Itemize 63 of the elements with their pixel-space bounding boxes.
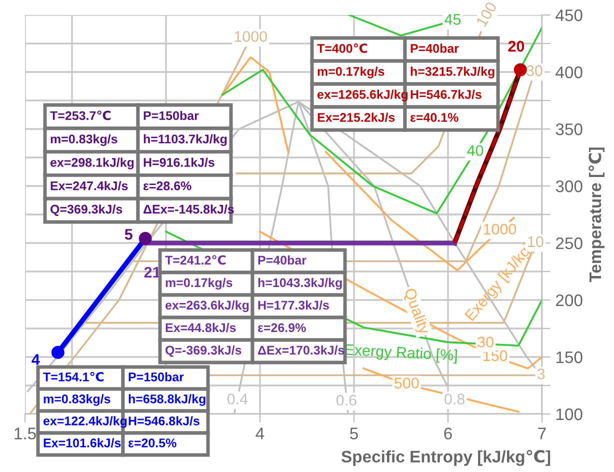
annotation: 5 xyxy=(124,229,132,240)
y-tick-label: 450 xyxy=(556,9,582,22)
y-tick-label: 200 xyxy=(556,294,582,306)
text: Ex=101.6kJ/s xyxy=(44,438,121,448)
text: ε=20.5% xyxy=(128,438,176,448)
y-tick-label: 100 xyxy=(556,408,582,420)
annotation: Ex=215.2kJ/s xyxy=(318,112,395,122)
annotation: m=0.83kg/s xyxy=(44,394,110,406)
annotation: 30 xyxy=(526,65,542,76)
annotation: T=400℃ xyxy=(317,43,368,53)
x-tick-label: 5 xyxy=(350,428,358,440)
x-tick-label: 4 xyxy=(256,428,264,440)
annotation: P=150bar xyxy=(144,110,199,120)
x-tick-label: 6 xyxy=(444,428,452,440)
annotation: ex=1265.6kJ/kg xyxy=(317,90,408,102)
annotation: ε=28.6% xyxy=(143,181,192,190)
annotation: 20 xyxy=(508,40,524,52)
annotation: 30 xyxy=(478,336,494,348)
annotation: 1000 xyxy=(484,224,516,235)
annotation: H=177.3kJ/s xyxy=(258,300,329,310)
annotation: Ex=247.4kJ/s xyxy=(50,181,128,190)
text: H=546.8kJ/s xyxy=(128,416,200,426)
annotation: h=1043.3kJ/kg xyxy=(258,278,342,290)
annotation: 40 xyxy=(467,145,484,156)
annotation: P=40bar xyxy=(410,44,459,53)
annotation: T=241.2℃ xyxy=(165,255,226,265)
annotation: 21 xyxy=(144,266,160,278)
x-tick-label: 1.5 xyxy=(14,428,36,440)
annotation: T=154.1℃ xyxy=(43,372,104,382)
annotation: 100 xyxy=(476,1,498,28)
y-tick-label: 400 xyxy=(556,66,582,78)
annotation: Quality xyxy=(401,287,431,336)
annotation: H=916.1kJ/s xyxy=(144,158,214,167)
y-tick-label: 250 xyxy=(556,237,582,250)
annotation: 45 xyxy=(444,14,461,25)
annotation: P=150bar xyxy=(128,372,184,382)
annotation: h=658.8kJ/kg xyxy=(128,394,206,406)
annotation: m=0.17kg/s xyxy=(166,278,232,290)
annotation: T=253.7℃ xyxy=(50,110,111,120)
y-axis-title: Temperature [℃] xyxy=(588,148,604,282)
annotation: H=546.7kJ/s xyxy=(410,90,482,99)
annotation: h=3215.7kJ/kg xyxy=(410,66,494,78)
annotation: ε=40.1% xyxy=(410,113,458,122)
y-tick-label: 150 xyxy=(556,351,582,364)
annotation: Q=-369.3kJ/s xyxy=(166,345,242,357)
annotation: ex=263.6kJ/kg xyxy=(165,300,249,312)
annotation: m=0.83kg/s xyxy=(50,134,118,146)
annotation: ex=298.1kJ/kg xyxy=(50,158,134,170)
y-tick-label: 300 xyxy=(556,180,582,192)
annotation: 4 xyxy=(32,354,40,365)
annotation: Ex=44.8kJ/s xyxy=(166,322,236,332)
y-tick-label: 350 xyxy=(556,123,582,136)
annotation: 0.8 xyxy=(444,394,465,404)
annotation: Q=369.3kJ/s xyxy=(50,204,122,216)
annotation: P=40bar xyxy=(258,255,306,265)
text: ex=122.4kJ/kg xyxy=(43,416,127,428)
annotation: 0.4 xyxy=(227,394,248,404)
x-axis-title: Specific Entropy [kJ/kg℃] xyxy=(341,450,550,466)
annotation: h=1103.7kJ/kg xyxy=(144,134,227,146)
annotation: 0.6 xyxy=(336,394,356,406)
x-tick-label: 7 xyxy=(538,428,546,440)
annotation: ε=26.9% xyxy=(258,323,306,332)
annotation: m=0.17kg/s xyxy=(318,66,384,78)
